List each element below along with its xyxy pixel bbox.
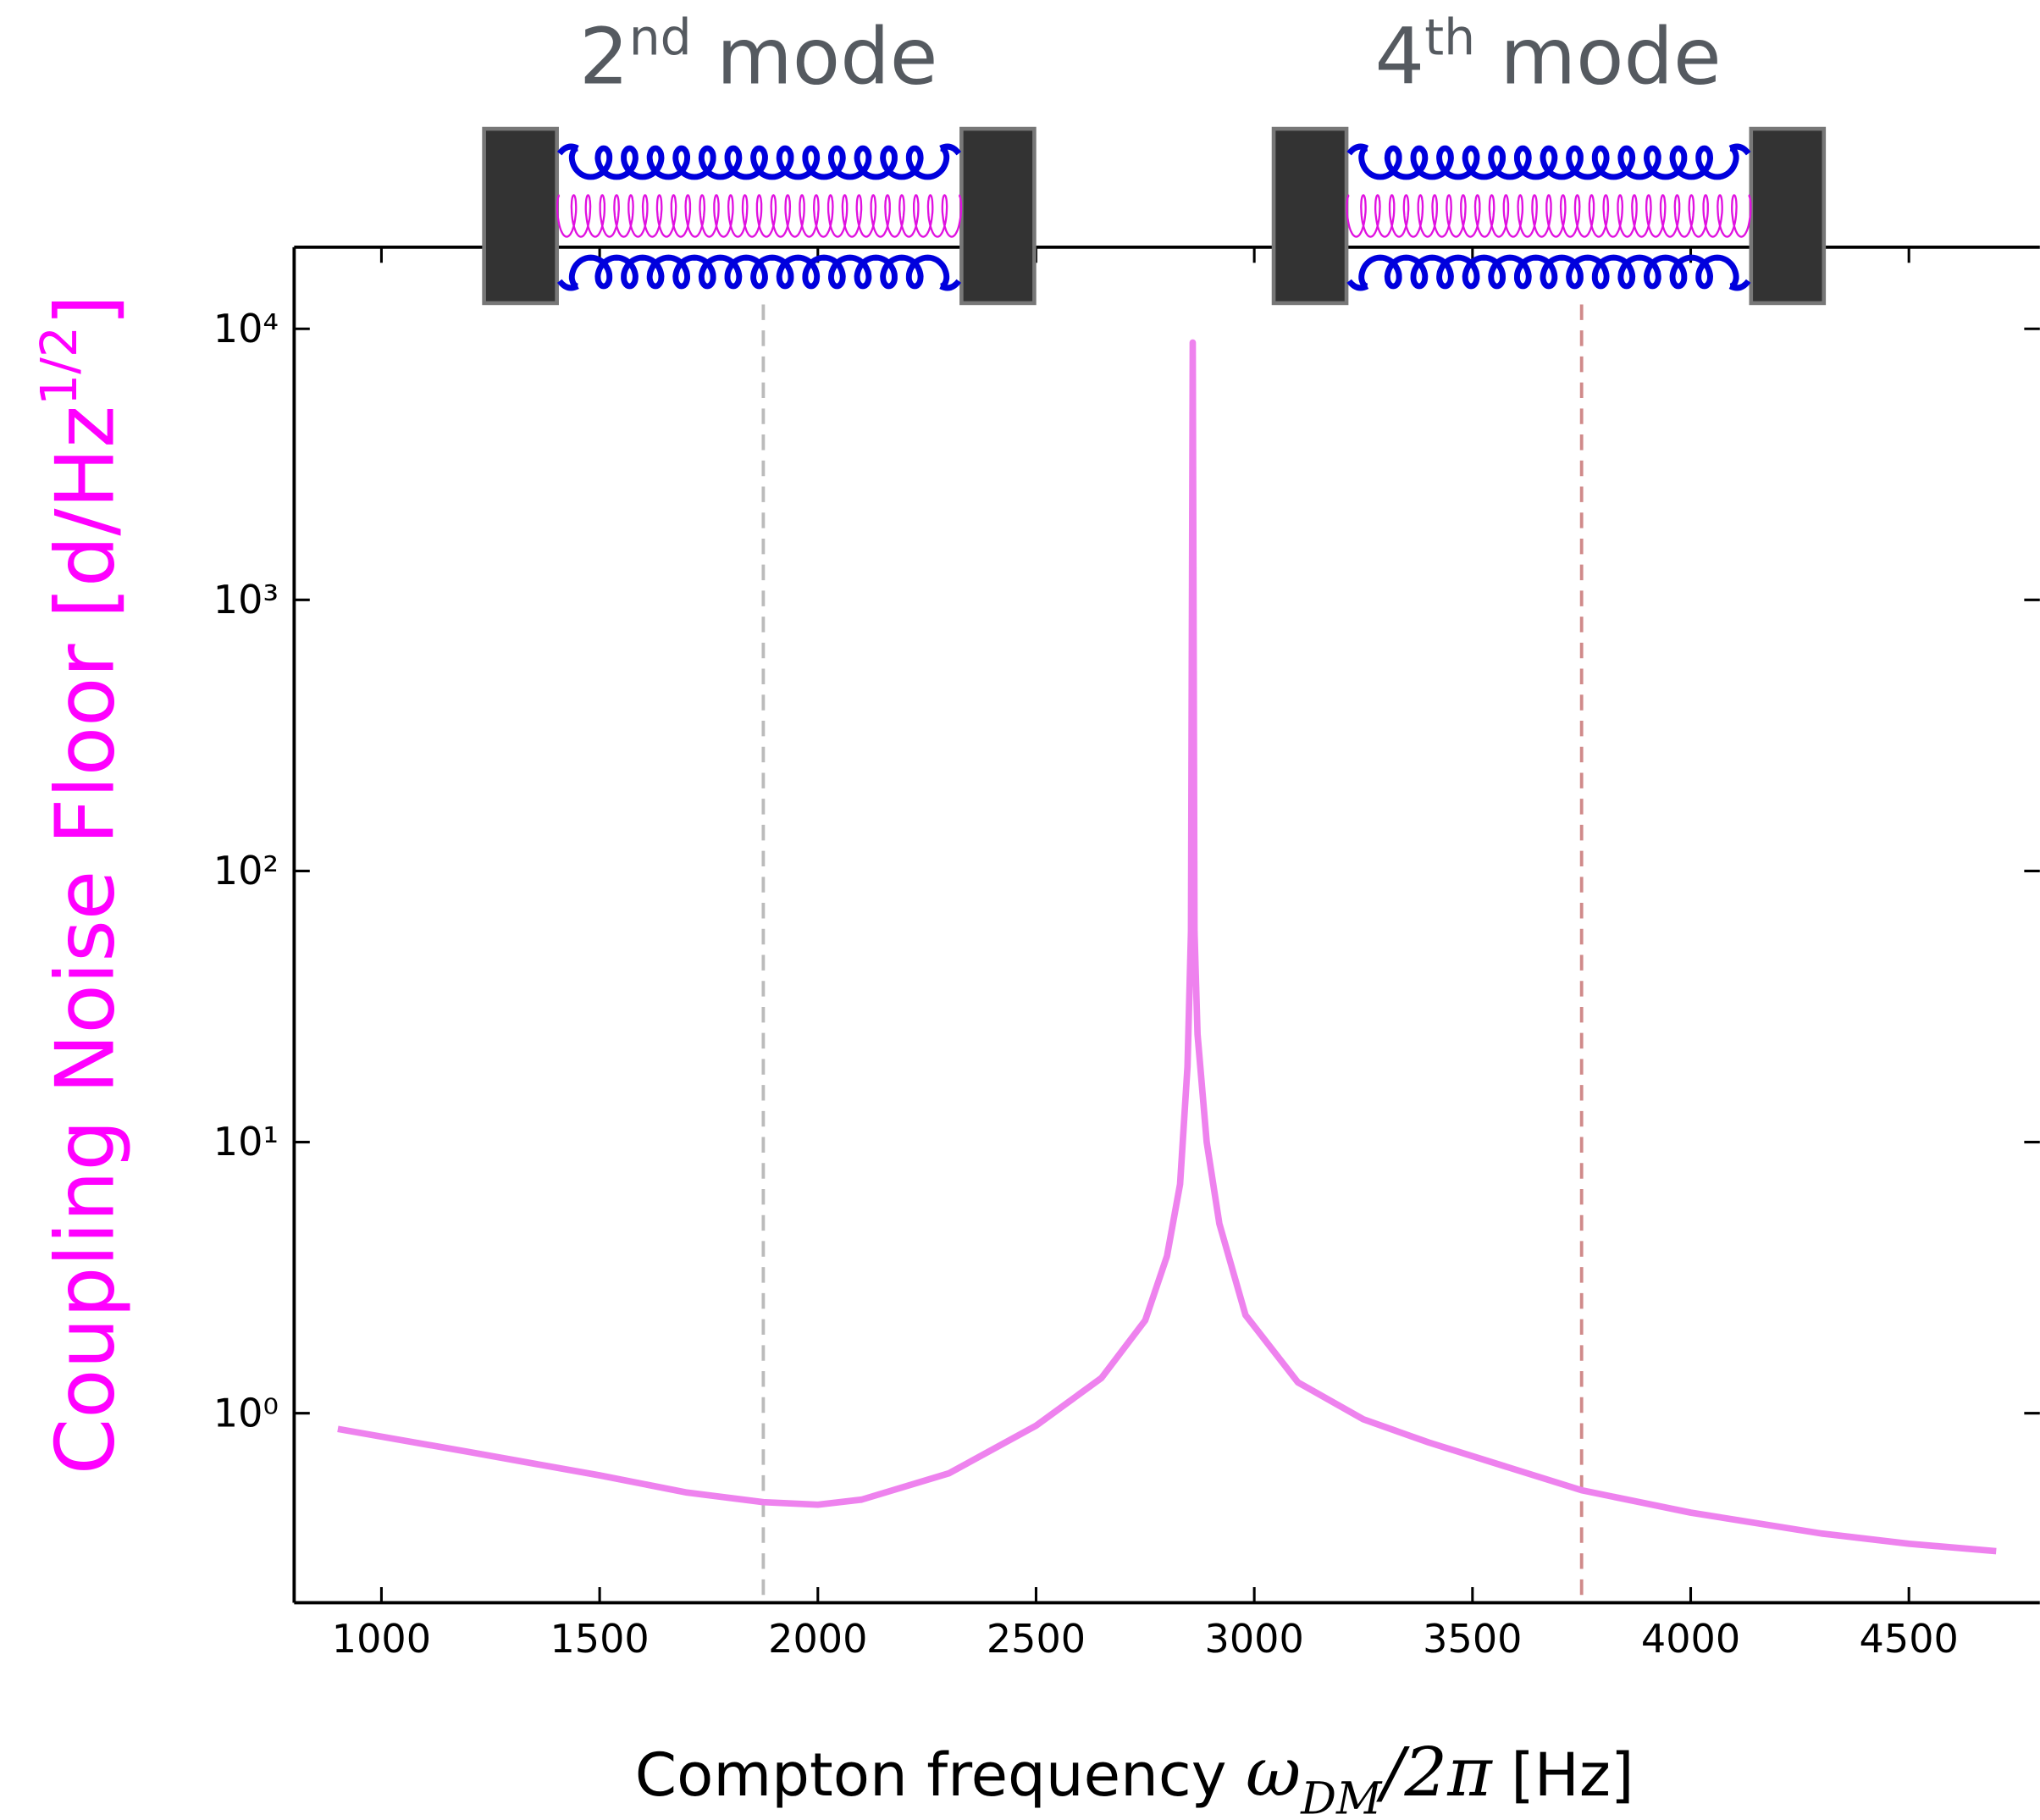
spring bbox=[556, 194, 963, 238]
line-series bbox=[337, 339, 1997, 1555]
mode-label-text: 2 bbox=[579, 10, 629, 102]
mode-label: 2nd mode bbox=[579, 9, 937, 102]
x-axis-label-math: ω bbox=[1246, 1733, 1301, 1812]
spring-end bbox=[1346, 143, 1751, 291]
spring bbox=[568, 145, 950, 180]
mode-label-rest: mode bbox=[1475, 10, 1722, 102]
x-axis-label-math2: /2π bbox=[1376, 1733, 1494, 1812]
mass-block bbox=[959, 126, 1037, 306]
mode-label-text: 4 bbox=[1375, 10, 1425, 102]
x-tick-label: 3500 bbox=[1423, 1616, 1522, 1662]
y-axis-label-rest: ] bbox=[40, 295, 133, 326]
x-axis-label-sub: DM bbox=[1300, 1773, 1383, 1820]
x-tick-label: 1500 bbox=[550, 1616, 649, 1662]
spring bbox=[1358, 145, 1739, 180]
mode-label-sup: th bbox=[1424, 9, 1475, 67]
x-tick-label: 4500 bbox=[1860, 1616, 1959, 1662]
x-tick-label: 2500 bbox=[987, 1616, 1086, 1662]
y-axis-label-sup: 1/2 bbox=[30, 326, 88, 406]
mass-block bbox=[1271, 126, 1349, 306]
mass-block bbox=[1749, 126, 1827, 306]
spring-illustrations bbox=[482, 126, 1827, 306]
spring-end bbox=[556, 143, 962, 291]
y-tick-label: 10² bbox=[213, 848, 279, 893]
y-tick-label: 10³ bbox=[213, 577, 279, 622]
spring bbox=[1358, 254, 1739, 290]
mode-label-rest: mode bbox=[692, 10, 938, 102]
spring bbox=[568, 254, 950, 290]
x-tick-label: 1000 bbox=[332, 1616, 431, 1662]
x-tick-label: 3000 bbox=[1205, 1616, 1304, 1662]
x-axis-label-text: Compton frequency bbox=[635, 1740, 1246, 1810]
y-tick-label: 10¹ bbox=[213, 1119, 279, 1164]
y-axis-label-text: Coupling Noise Floor [d/Hz bbox=[40, 406, 133, 1474]
mode-label: 4th mode bbox=[1375, 9, 1722, 102]
y-tick-label: 10⁴ bbox=[213, 306, 279, 351]
x-axis-label-unit: [Hz] bbox=[1492, 1740, 1634, 1810]
mode-label-sup: nd bbox=[629, 9, 692, 67]
x-axis-label: Compton frequency ωDM/2π [Hz] bbox=[635, 1733, 1634, 1820]
x-tick-label: 4000 bbox=[1641, 1616, 1740, 1662]
spring bbox=[1346, 194, 1752, 238]
y-tick-label: 10⁰ bbox=[213, 1390, 279, 1436]
x-tick-label: 2000 bbox=[768, 1616, 867, 1662]
y-axis-label: Coupling Noise Floor [d/Hz1/2] bbox=[30, 295, 133, 1474]
mass-block bbox=[482, 126, 559, 306]
